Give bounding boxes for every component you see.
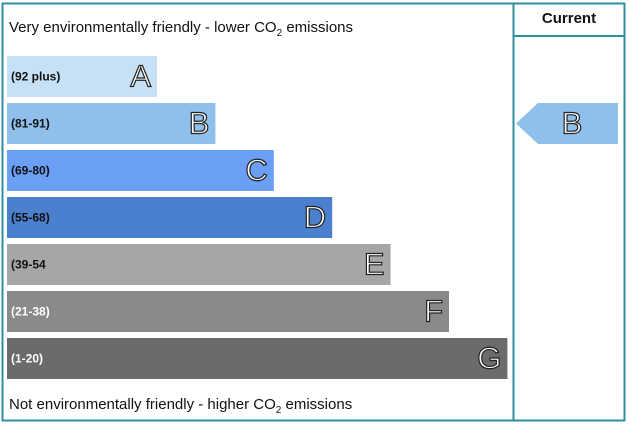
- band-letter: B: [189, 106, 210, 141]
- current-letter: B: [562, 106, 583, 141]
- band-range: (55-68): [11, 211, 50, 225]
- caption-subscript: 2: [276, 405, 282, 416]
- band-range: (21-38): [11, 305, 50, 319]
- bands: (92 plus) A (81-91) B (69-80) C (55-68) D (39-54…: [7, 56, 508, 379]
- band-letter: E: [364, 247, 385, 282]
- band-bar: [7, 103, 216, 144]
- band-letter: F: [424, 294, 443, 329]
- band-range: (39-54: [11, 258, 46, 272]
- band-letter: A: [130, 59, 151, 94]
- band-range: (92 plus): [11, 70, 60, 84]
- band-bar: [7, 291, 449, 332]
- current-arrow: [516, 103, 618, 144]
- band-bar: [7, 244, 391, 285]
- band-letter: C: [245, 153, 267, 188]
- band-bar: [7, 338, 508, 379]
- band-range: (81-91): [11, 117, 50, 131]
- band-range: (69-80): [11, 164, 50, 178]
- bottom-caption: Not environmentally friendly - higher CO…: [9, 396, 352, 416]
- caption-text: Not environmentally friendly - higher CO: [9, 396, 276, 413]
- band-bar: [7, 56, 157, 97]
- frame: [1, 2, 626, 422]
- band-bar: [7, 150, 274, 191]
- band-range: (1-20): [11, 352, 43, 366]
- caption-tail: emissions: [282, 19, 353, 36]
- caption-tail: emissions: [281, 396, 352, 413]
- caption-text: Very environmentally friendly - lower CO: [9, 19, 277, 36]
- band-bar: [7, 197, 333, 238]
- top-caption: Very environmentally friendly - lower CO…: [9, 19, 353, 39]
- caption-subscript: 2: [277, 28, 283, 39]
- current-header: Current: [542, 10, 596, 27]
- band-letter: D: [304, 200, 326, 235]
- band-letter: G: [477, 341, 501, 376]
